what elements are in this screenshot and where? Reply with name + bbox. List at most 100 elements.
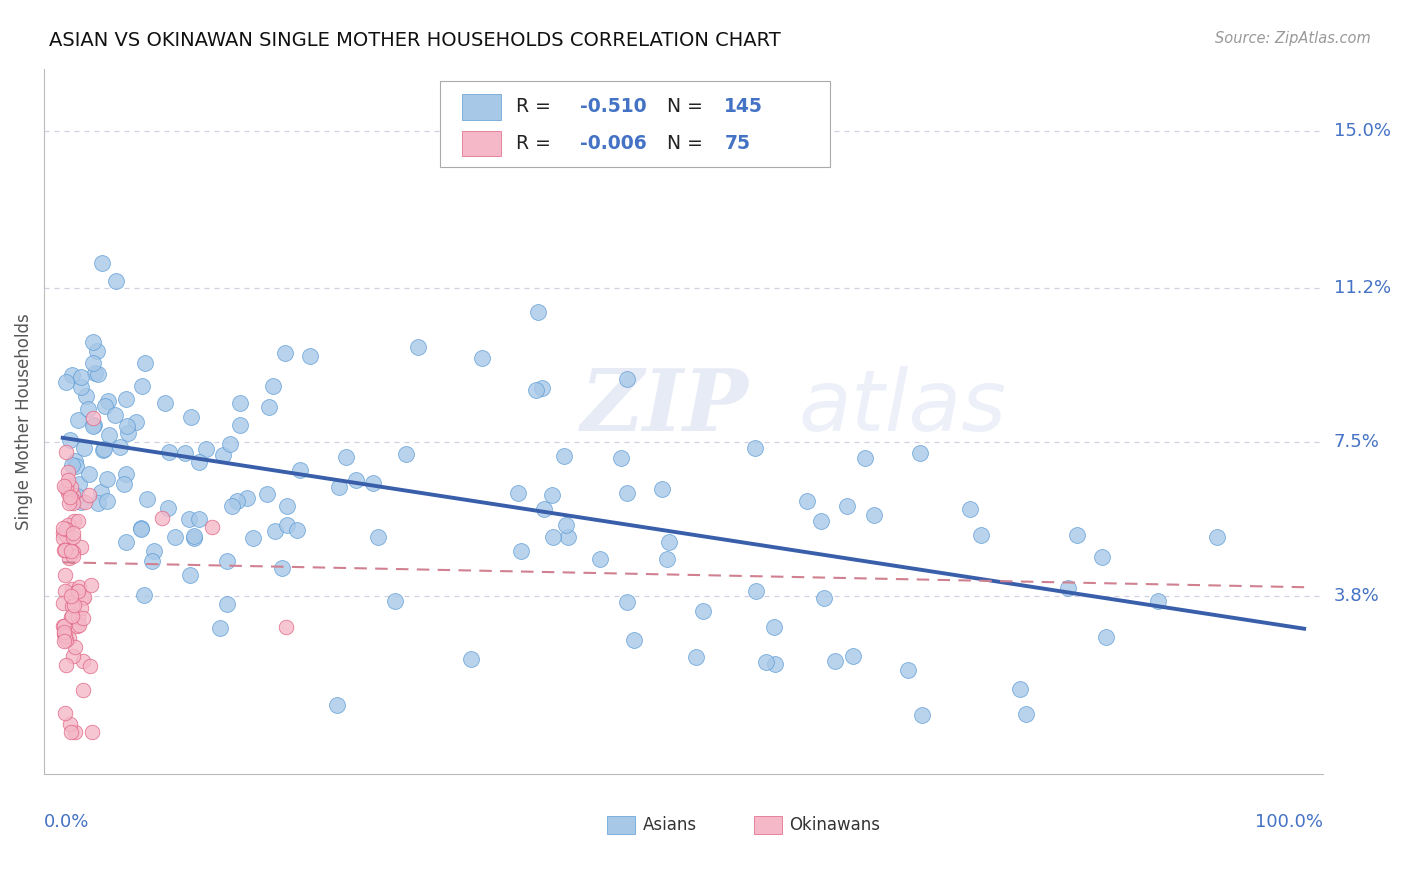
- Point: [1206, 530, 1229, 544]
- Point: [53, 706, 76, 721]
- Point: [257, 400, 280, 414]
- Point: [543, 530, 565, 544]
- Point: [53, 629, 76, 643]
- Point: [52, 521, 75, 535]
- Point: [862, 508, 884, 522]
- Point: [460, 651, 482, 665]
- Point: [142, 544, 165, 558]
- Point: [219, 437, 242, 451]
- Point: [236, 491, 259, 505]
- Text: atlas: atlas: [799, 366, 1007, 449]
- Point: [77, 467, 100, 481]
- Point: [115, 392, 138, 406]
- Point: [93, 442, 115, 457]
- Point: [52, 619, 75, 633]
- Text: N =: N =: [666, 134, 709, 153]
- Point: [810, 514, 832, 528]
- Point: [115, 419, 138, 434]
- Point: [179, 567, 201, 582]
- Point: [129, 521, 152, 535]
- Point: [66, 583, 89, 598]
- Point: [384, 594, 406, 608]
- Point: [194, 442, 217, 457]
- Point: [156, 500, 179, 515]
- Point: [361, 476, 384, 491]
- Point: [58, 538, 80, 552]
- Point: [1008, 682, 1031, 697]
- Point: [824, 654, 846, 668]
- Point: [73, 442, 96, 456]
- Point: [55, 445, 77, 459]
- Point: [132, 588, 155, 602]
- Point: [59, 717, 82, 731]
- Text: ZIP: ZIP: [581, 366, 749, 449]
- FancyBboxPatch shape: [440, 81, 831, 168]
- Point: [79, 659, 101, 673]
- Point: [541, 488, 564, 502]
- Point: [83, 418, 105, 433]
- Point: [105, 274, 128, 288]
- Point: [72, 683, 94, 698]
- Point: [229, 396, 252, 410]
- Point: [471, 351, 494, 366]
- Point: [744, 441, 766, 455]
- Point: [225, 494, 247, 508]
- Point: [79, 488, 101, 502]
- Point: [52, 596, 75, 610]
- Text: -0.510: -0.510: [579, 97, 647, 116]
- Point: [86, 343, 108, 358]
- Point: [163, 530, 186, 544]
- Point: [62, 495, 84, 509]
- Point: [328, 480, 350, 494]
- Point: [112, 476, 135, 491]
- Text: -0.006: -0.006: [579, 134, 647, 153]
- Point: [69, 380, 91, 394]
- Point: [60, 491, 83, 506]
- Point: [908, 446, 931, 460]
- Point: [228, 417, 250, 432]
- Point: [53, 584, 76, 599]
- Point: [97, 394, 120, 409]
- Point: [97, 427, 120, 442]
- Point: [96, 472, 118, 486]
- Point: [58, 550, 80, 565]
- Point: [90, 485, 112, 500]
- Point: [56, 518, 79, 533]
- Point: [82, 334, 104, 349]
- Point: [67, 609, 90, 624]
- Point: [589, 552, 612, 566]
- Point: [406, 340, 429, 354]
- Text: R =: R =: [516, 97, 557, 116]
- Point: [173, 446, 195, 460]
- Point: [180, 409, 202, 424]
- Point: [62, 545, 84, 559]
- Point: [73, 590, 96, 604]
- Point: [344, 473, 367, 487]
- Point: [288, 463, 311, 477]
- Point: [69, 601, 91, 615]
- Point: [285, 523, 308, 537]
- Point: [187, 512, 209, 526]
- Point: [66, 583, 89, 598]
- Point: [533, 502, 555, 516]
- Point: [616, 372, 638, 386]
- Point: [72, 610, 94, 624]
- Point: [114, 535, 136, 549]
- Point: [62, 549, 84, 563]
- Point: [55, 481, 77, 495]
- Point: [72, 654, 94, 668]
- Point: [67, 580, 90, 594]
- Point: [136, 491, 159, 506]
- Point: [610, 450, 633, 465]
- Point: [959, 502, 981, 516]
- Point: [53, 568, 76, 582]
- Point: [94, 399, 117, 413]
- Point: [655, 552, 678, 566]
- Point: [66, 514, 89, 528]
- Bar: [463, 95, 501, 120]
- Point: [651, 482, 673, 496]
- Point: [183, 529, 205, 543]
- Point: [76, 401, 98, 416]
- Point: [55, 658, 77, 673]
- Text: R =: R =: [516, 134, 557, 153]
